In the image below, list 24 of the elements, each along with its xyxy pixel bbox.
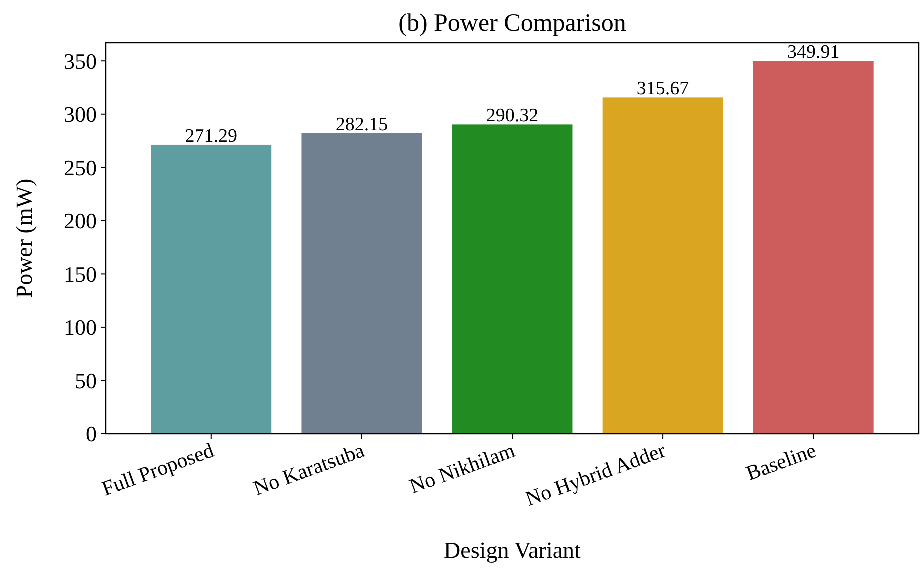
bar [151, 144, 272, 434]
bar [302, 133, 422, 434]
x-axis-title: Design Variant [444, 538, 582, 563]
y-axis-title: Power (mW) [12, 178, 37, 298]
bar [753, 61, 874, 434]
data-label: 290.32 [486, 106, 539, 127]
data-label: 282.15 [336, 114, 388, 136]
y-tick-label: 200 [64, 208, 97, 234]
x-tick-label: Baseline [743, 438, 820, 486]
data-label: 271.29 [185, 126, 238, 147]
y-tick-label: 350 [64, 48, 97, 74]
y-tick-label: 300 [64, 102, 97, 128]
y-tick-label: 0 [86, 422, 97, 447]
bar [452, 124, 573, 434]
data-label: 349.91 [787, 42, 840, 64]
data-label: 315.67 [636, 78, 690, 100]
y-tick-label: 250 [64, 155, 97, 180]
bar [602, 98, 724, 434]
y-tick-label: 50 [75, 368, 97, 394]
y-tick-label: 150 [64, 262, 97, 287]
chart-title: (b) Power Comparison [398, 10, 627, 37]
y-tick-label: 100 [64, 315, 97, 340]
x-tick-label: No Hybrid Adder [522, 438, 669, 511]
x-tick-label: No Nikhilam [406, 438, 518, 498]
